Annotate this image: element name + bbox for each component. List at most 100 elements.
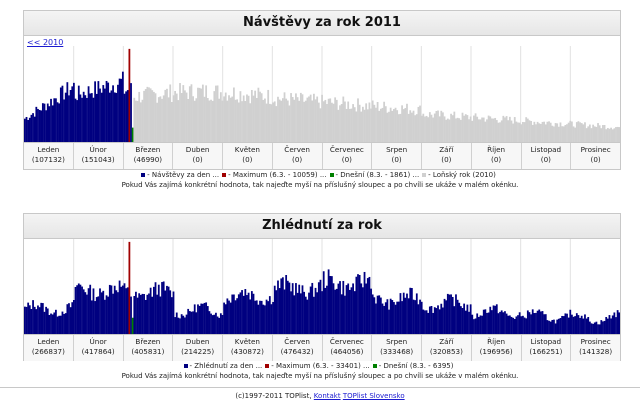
day-bar[interactable] bbox=[412, 110, 415, 142]
day-bar[interactable] bbox=[37, 305, 39, 335]
day-bar[interactable] bbox=[458, 302, 461, 335]
day-bar[interactable] bbox=[615, 317, 617, 335]
day-bar[interactable] bbox=[477, 316, 480, 335]
day-bar[interactable] bbox=[442, 307, 444, 335]
day-bar[interactable] bbox=[82, 91, 85, 142]
day-bar[interactable] bbox=[526, 118, 529, 142]
day-bar[interactable] bbox=[376, 295, 379, 335]
day-bar[interactable] bbox=[322, 101, 325, 142]
day-bar[interactable] bbox=[422, 309, 425, 335]
day-bar[interactable] bbox=[425, 115, 428, 142]
day-bar[interactable] bbox=[476, 116, 479, 142]
day-bar[interactable] bbox=[306, 97, 309, 142]
day-bar[interactable] bbox=[68, 95, 70, 142]
day-bar[interactable] bbox=[415, 114, 418, 142]
day-bar[interactable] bbox=[84, 95, 87, 142]
day-bar[interactable] bbox=[236, 99, 239, 142]
day-bar[interactable] bbox=[384, 302, 387, 335]
day-bar[interactable] bbox=[590, 128, 593, 142]
day-bar[interactable] bbox=[272, 102, 274, 142]
day-bar[interactable] bbox=[504, 311, 506, 335]
day-bar[interactable] bbox=[471, 120, 474, 142]
day-bar[interactable] bbox=[152, 91, 155, 142]
day-bar[interactable] bbox=[360, 283, 363, 335]
day-bar[interactable] bbox=[618, 312, 620, 335]
day-bar[interactable] bbox=[610, 318, 612, 335]
day-bar[interactable] bbox=[87, 288, 90, 335]
day-bar[interactable] bbox=[246, 295, 248, 335]
day-bar[interactable] bbox=[410, 288, 413, 335]
day-bar[interactable] bbox=[201, 84, 204, 142]
day-bar[interactable] bbox=[298, 100, 301, 142]
day-bar[interactable] bbox=[133, 296, 136, 335]
day-bar[interactable] bbox=[216, 316, 219, 335]
day-bar[interactable] bbox=[63, 99, 65, 142]
day-bar[interactable] bbox=[301, 285, 304, 335]
day-bar[interactable] bbox=[174, 317, 177, 335]
month-cell[interactable]: Květen (0) bbox=[222, 143, 272, 169]
day-bar[interactable] bbox=[157, 97, 160, 142]
day-bar[interactable] bbox=[468, 119, 470, 142]
month-cell[interactable]: Prosinec (141328) bbox=[570, 335, 620, 361]
day-bar[interactable] bbox=[464, 310, 467, 335]
month-cell[interactable]: Duben (214225) bbox=[172, 335, 222, 361]
day-bar[interactable] bbox=[357, 98, 359, 142]
day-bar[interactable] bbox=[371, 100, 374, 142]
day-bar[interactable] bbox=[317, 102, 320, 142]
day-bar[interactable] bbox=[200, 88, 203, 142]
month-cell[interactable]: Říjen (0) bbox=[470, 143, 521, 169]
day-bar[interactable] bbox=[295, 283, 297, 335]
day-bar[interactable] bbox=[507, 120, 510, 142]
day-bar[interactable] bbox=[223, 302, 225, 335]
day-bar[interactable] bbox=[425, 310, 428, 335]
day-bar[interactable] bbox=[373, 104, 376, 142]
day-bar[interactable] bbox=[319, 108, 322, 142]
day-bar[interactable] bbox=[229, 302, 232, 335]
day-bar[interactable] bbox=[489, 306, 492, 335]
day-bar[interactable] bbox=[407, 298, 410, 335]
day-bar[interactable] bbox=[203, 96, 206, 142]
day-bar[interactable] bbox=[250, 89, 253, 142]
day-bar[interactable] bbox=[51, 105, 54, 142]
day-bar[interactable] bbox=[598, 324, 601, 335]
day-bar[interactable] bbox=[135, 291, 137, 335]
day-bar[interactable] bbox=[267, 301, 270, 335]
day-bar[interactable] bbox=[259, 91, 261, 142]
day-bar[interactable] bbox=[371, 294, 374, 335]
day-bar[interactable] bbox=[218, 98, 221, 142]
day-bar[interactable] bbox=[120, 78, 123, 142]
day-bar[interactable] bbox=[445, 300, 448, 335]
day-bar[interactable] bbox=[146, 86, 149, 142]
day-bar[interactable] bbox=[308, 96, 310, 142]
day-bar[interactable] bbox=[133, 97, 136, 142]
day-bar[interactable] bbox=[606, 318, 609, 335]
day-bar[interactable] bbox=[491, 118, 493, 142]
day-bar[interactable] bbox=[508, 315, 511, 335]
day-bar[interactable] bbox=[520, 316, 523, 335]
day-bar[interactable] bbox=[270, 104, 273, 142]
day-bar[interactable] bbox=[399, 113, 402, 142]
day-bar[interactable] bbox=[71, 302, 74, 335]
day-bar[interactable] bbox=[319, 279, 322, 335]
day-bar[interactable] bbox=[551, 319, 554, 335]
day-bar[interactable] bbox=[291, 283, 294, 335]
day-bar[interactable] bbox=[459, 306, 462, 335]
day-bar[interactable] bbox=[474, 318, 477, 335]
day-bar[interactable] bbox=[211, 315, 214, 335]
day-bar[interactable] bbox=[388, 111, 390, 142]
day-bar[interactable] bbox=[68, 303, 70, 335]
day-bar[interactable] bbox=[123, 93, 126, 142]
day-bar[interactable] bbox=[414, 300, 417, 335]
day-bar[interactable] bbox=[138, 91, 141, 142]
day-bar[interactable] bbox=[536, 121, 539, 142]
toplist-slovensko-link[interactable]: TOPlist Slovensko bbox=[342, 392, 405, 400]
day-bar[interactable] bbox=[77, 283, 80, 335]
day-bar[interactable] bbox=[391, 110, 394, 142]
day-bar[interactable] bbox=[185, 314, 188, 335]
day-bar[interactable] bbox=[339, 281, 341, 335]
day-bar[interactable] bbox=[422, 113, 425, 142]
day-bar[interactable] bbox=[427, 117, 430, 142]
day-bar[interactable] bbox=[241, 290, 243, 335]
day-bar[interactable] bbox=[161, 98, 163, 142]
day-bar[interactable] bbox=[446, 293, 449, 335]
